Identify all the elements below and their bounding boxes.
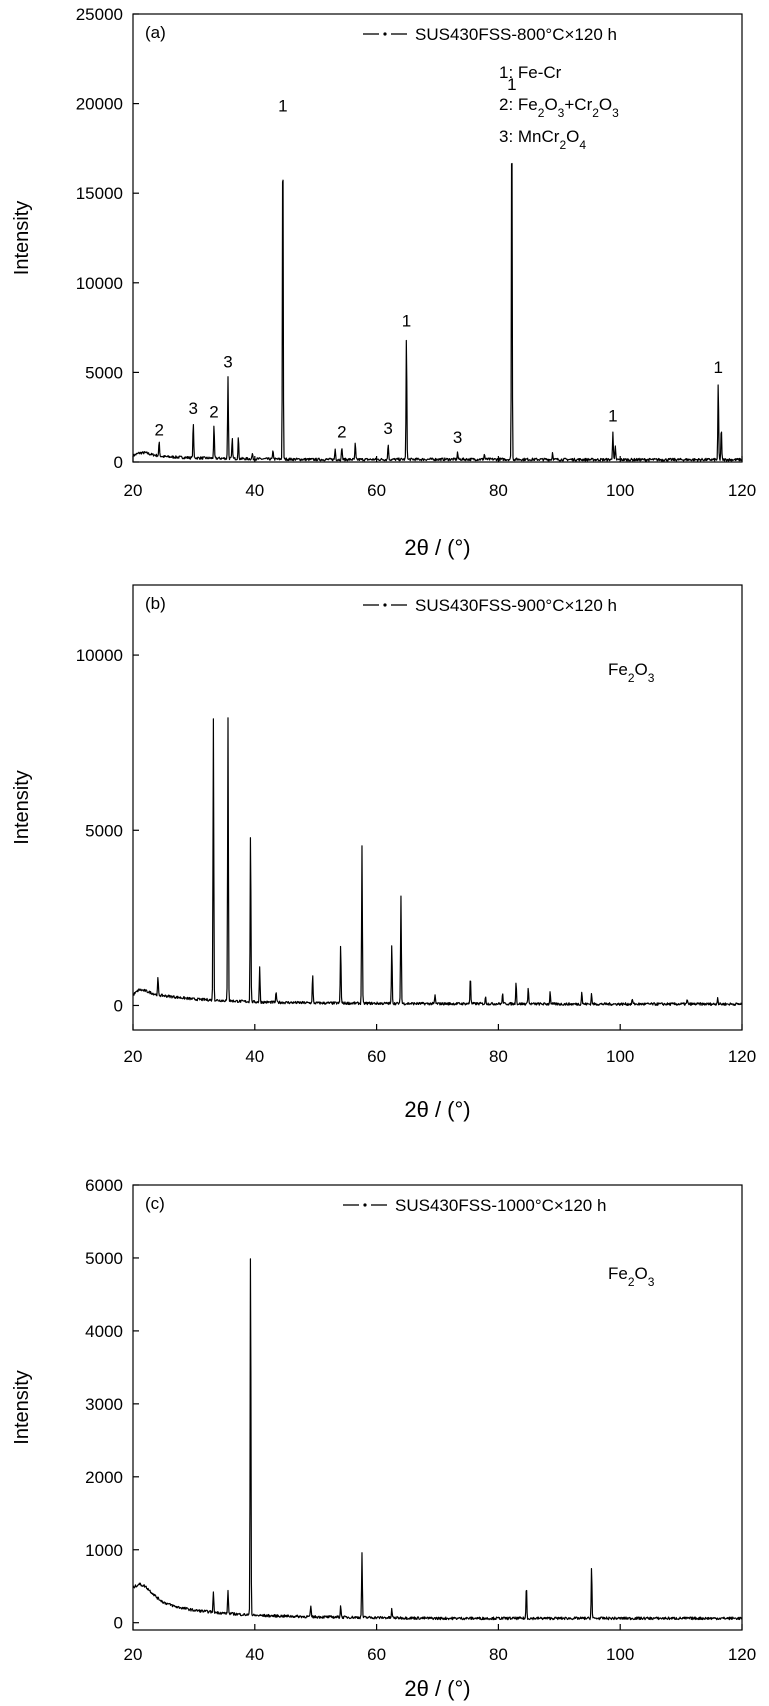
peak-label: 1	[714, 358, 723, 377]
y-tick-label: 25000	[76, 5, 123, 24]
x-tick-label: 100	[606, 1645, 634, 1664]
y-axis-label: Intensity	[11, 201, 33, 275]
y-tick-label: 0	[114, 996, 123, 1015]
peak-label: 2	[337, 422, 346, 441]
phase-key-1: 1: Fe-Cr	[499, 63, 562, 82]
peak-label: 3	[383, 419, 392, 438]
y-tick-label: 15000	[76, 184, 123, 203]
x-tick-label: 80	[489, 1645, 508, 1664]
y-axis-label: Intensity	[11, 1370, 33, 1444]
peak-label: 3	[453, 428, 462, 447]
xrd-panel-0: 20 40 60 80 100 120 0 5000 10000 15000 20000 25000 I…	[11, 5, 756, 560]
y-tick-label: 5000	[85, 821, 123, 840]
y-tick-label: 10000	[76, 646, 123, 665]
x-tick-label: 20	[124, 1047, 143, 1066]
xrd-trace	[132, 1258, 743, 1621]
y-tick-label: 5000	[85, 363, 123, 382]
x-axis-label: 2θ / (°)	[404, 1097, 470, 1122]
y-tick-label: 4000	[85, 1322, 123, 1341]
y-tick-label: 5000	[85, 1249, 123, 1268]
x-tick-label: 80	[489, 1047, 508, 1066]
panel-label: (a)	[145, 23, 166, 42]
legend-series-name: SUS430FSS-900°C×120 h	[415, 596, 617, 615]
y-tick-label: 0	[114, 1614, 123, 1633]
plot-frame	[132, 1184, 743, 1631]
xrd-panel-2: 20 40 60 80 100 120 0 1000 2000 3000 4000 5000 6000 I…	[11, 1176, 756, 1701]
y-tick-label: 2000	[85, 1468, 123, 1487]
peak-label: 1	[507, 75, 516, 94]
x-tick-label: 100	[606, 1047, 634, 1066]
x-tick-label: 60	[367, 1645, 386, 1664]
legend-series-name: SUS430FSS-1000°C×120 h	[395, 1196, 606, 1215]
x-tick-label: 120	[728, 481, 756, 500]
x-tick-label: 80	[489, 481, 508, 500]
y-tick-label: 6000	[85, 1176, 123, 1195]
phase-label: Fe2O3	[608, 1264, 655, 1289]
y-tick-label: 10000	[76, 274, 123, 293]
peak-label: 1	[278, 96, 287, 115]
x-tick-label: 40	[245, 1047, 264, 1066]
legend-series-name: SUS430FSS-800°C×120 h	[415, 25, 617, 44]
legend-line-dot	[383, 32, 387, 36]
y-tick-label: 20000	[76, 95, 123, 114]
plot-frame	[132, 13, 743, 463]
y-tick-label: 1000	[85, 1541, 123, 1560]
plot-frame	[132, 584, 743, 1031]
legend-line-dot	[363, 1203, 367, 1207]
y-axis-label: Intensity	[11, 770, 33, 844]
panel-label: (c)	[145, 1194, 165, 1213]
x-tick-label: 40	[245, 1645, 264, 1664]
peak-label: 1	[402, 311, 411, 330]
phase-key-2: 2: Fe2O3+Cr2O3	[499, 95, 619, 120]
x-tick-label: 100	[606, 481, 634, 500]
phase-key-3: 3: MnCr2O4	[499, 127, 586, 152]
x-tick-label: 120	[728, 1645, 756, 1664]
panel-label: (b)	[145, 594, 166, 613]
legend-line-dot	[383, 603, 387, 607]
x-tick-label: 60	[367, 1047, 386, 1066]
y-tick-label: 0	[114, 453, 123, 472]
x-tick-label: 20	[124, 1645, 143, 1664]
x-tick-label: 20	[124, 481, 143, 500]
phase-label: Fe2O3	[608, 660, 655, 685]
xrd-trace	[132, 717, 743, 1006]
x-axis-label: 2θ / (°)	[404, 535, 470, 560]
x-tick-label: 40	[245, 481, 264, 500]
x-tick-label: 120	[728, 1047, 756, 1066]
xrd-trace	[132, 162, 743, 462]
peak-label: 2	[154, 421, 163, 440]
peak-label: 3	[189, 399, 198, 418]
y-tick-label: 3000	[85, 1395, 123, 1414]
peak-label: 1	[608, 406, 617, 425]
xrd-panel-1: 20 40 60 80 100 120 0 5000 10000 Intensity 2θ / (°…	[11, 584, 756, 1122]
x-tick-label: 60	[367, 481, 386, 500]
peak-label: 3	[223, 353, 232, 372]
peak-label: 2	[209, 403, 218, 422]
x-axis-label: 2θ / (°)	[404, 1676, 470, 1701]
